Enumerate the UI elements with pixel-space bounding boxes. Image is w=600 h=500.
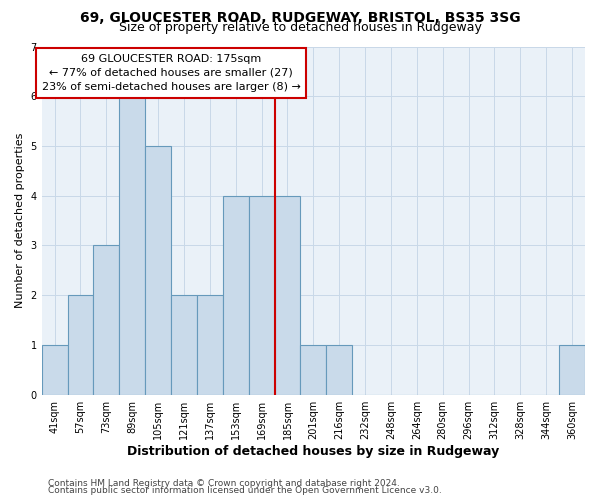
Bar [301,345,326,395]
X-axis label: Distribution of detached houses by size in Rudgeway: Distribution of detached houses by size … [127,444,499,458]
Bar [248,196,275,394]
Y-axis label: Number of detached properties: Number of detached properties [15,133,25,308]
Bar [41,345,68,395]
Bar [68,295,94,394]
Bar [119,96,145,394]
Bar [223,196,248,394]
Text: Contains HM Land Registry data © Crown copyright and database right 2024.: Contains HM Land Registry data © Crown c… [48,478,400,488]
Bar [94,246,119,394]
Text: Size of property relative to detached houses in Rudgeway: Size of property relative to detached ho… [119,21,481,34]
Bar [171,295,197,394]
Bar [326,345,352,395]
Text: Contains public sector information licensed under the Open Government Licence v3: Contains public sector information licen… [48,486,442,495]
Text: 69, GLOUCESTER ROAD, RUDGEWAY, BRISTOL, BS35 3SG: 69, GLOUCESTER ROAD, RUDGEWAY, BRISTOL, … [80,11,520,25]
Text: 69 GLOUCESTER ROAD: 175sqm
← 77% of detached houses are smaller (27)
23% of semi: 69 GLOUCESTER ROAD: 175sqm ← 77% of deta… [41,54,301,92]
Bar [559,345,585,395]
Bar [197,295,223,394]
Bar [275,196,301,394]
Bar [145,146,171,394]
